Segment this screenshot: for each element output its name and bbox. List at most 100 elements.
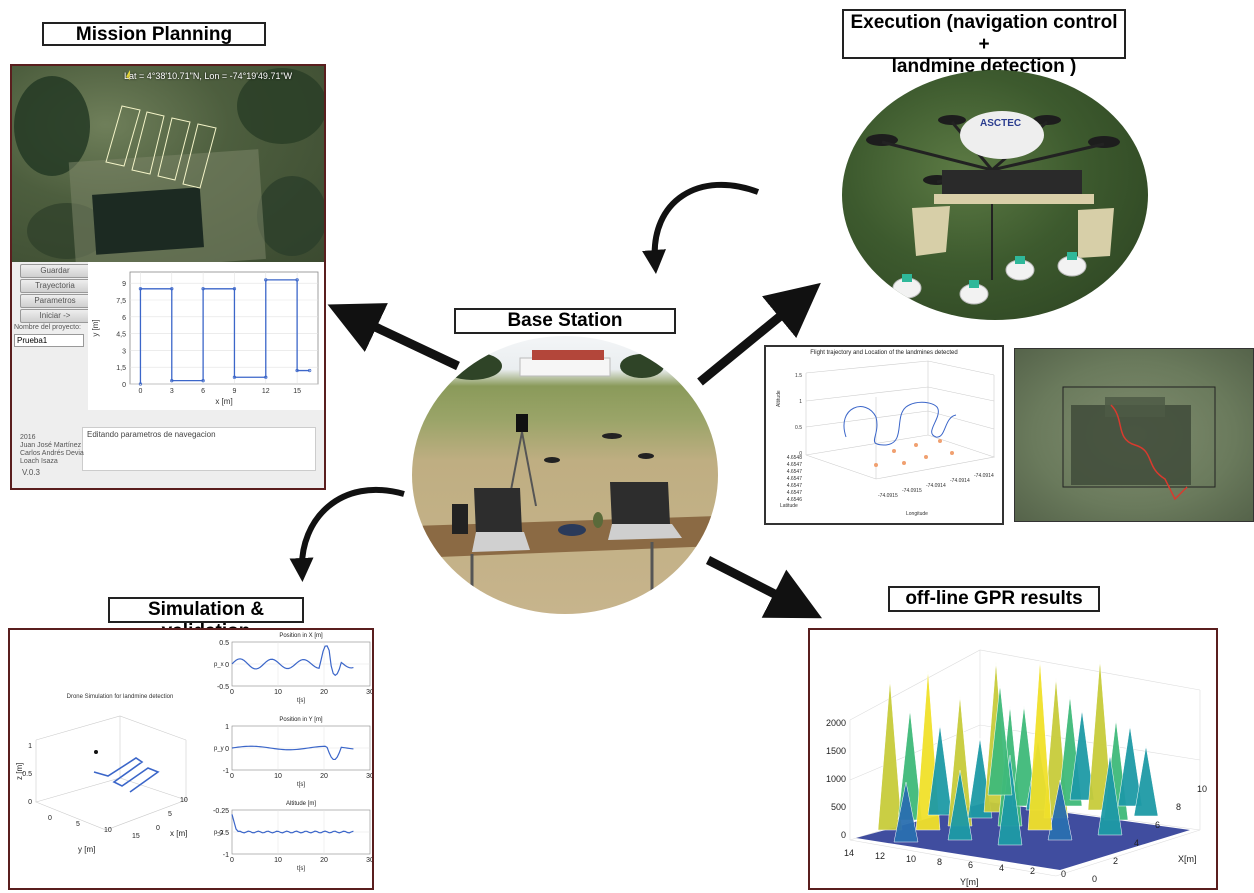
traj-xlabel: x [m] [215, 397, 232, 406]
gpr-xtick: 4 [1134, 838, 1139, 848]
subplot-ytick: 0 [225, 746, 229, 753]
traj-ytick: 7,5 [116, 298, 126, 305]
subplot-xtick: 20 [320, 773, 328, 780]
subplot-line [231, 745, 354, 761]
subplot-ytick: -1 [223, 768, 229, 775]
flight-ztick: 0.5 [795, 425, 802, 431]
subplot-xtick: 0 [230, 857, 234, 864]
gpr-xtick: 6 [1155, 820, 1160, 830]
guardar-button[interactable]: Guardar [20, 264, 90, 278]
gpr-peak [947, 769, 973, 841]
subplot-line [231, 814, 354, 834]
trajectory-plot: 0 3 6 9 12 15 9 7,5 6 4,5 3 1,5 0 y [m] x [m] [88, 262, 324, 410]
arrow-to-mission [327, 303, 460, 371]
subplot-title: Position in Y [m] [279, 717, 322, 723]
subplot-xtick: 0 [230, 773, 234, 780]
subplot-xlabel: t[s] [297, 782, 305, 788]
credit-name-1: Juan José Martínez [20, 442, 82, 449]
status-text: Editando parametros de navegacion [87, 430, 216, 439]
traj-point [201, 287, 205, 291]
sim-ylabel: y [m] [78, 845, 95, 854]
sim-trajectory [93, 757, 160, 793]
flight-zlabel: Altitude [776, 390, 782, 407]
flight-lat-tick: 4.6547 [787, 483, 803, 489]
gpr-ztick: 0 [841, 830, 846, 840]
traj-point [307, 368, 312, 373]
asctec-logo: ASCTEC [980, 118, 1021, 129]
traj-xtick: 3 [170, 388, 174, 395]
traj-xtick: 6 [201, 388, 205, 395]
subplot-xtick: 10 [274, 857, 282, 864]
subplot-xtick: 30 [366, 773, 372, 780]
gpr-ytick: 4 [999, 863, 1004, 873]
base-station-title: Base Station [454, 308, 676, 334]
subplot-xtick: 10 [274, 689, 282, 696]
gpr-peak [1097, 754, 1123, 836]
flight-lon-tick: -74.0914 [950, 478, 970, 484]
flight-lat-tick: 4.6548 [787, 455, 803, 461]
traj-ytick: 3 [122, 348, 126, 355]
subplot-xlabel: t[s] [297, 698, 305, 704]
project-name-input[interactable]: Prueba1 [14, 334, 84, 347]
credit-name-3: Loach Isaza [20, 458, 58, 465]
traj-xtick: 0 [138, 388, 142, 395]
gpr-panel: 2000 1500 1000 500 0 14 12 10 8 6 4 2 0 0 2 4 6 8 10 Y[m] … [808, 628, 1218, 890]
map-overlay [14, 68, 324, 262]
traj-ytick: 9 [122, 281, 126, 288]
sim-ztick: 1 [28, 743, 32, 750]
drone-illustration: ASCTEC [866, 111, 1120, 305]
control-area: Guardar Trayectoria Parametros Iniciar -… [12, 262, 324, 488]
sim-ytick: 10 [104, 827, 112, 834]
gpr-ztick: 1500 [826, 746, 846, 756]
project-name-label: Nombre del proyecto: [14, 324, 81, 331]
subplot-ylabel: p_z [214, 830, 224, 836]
red-track [1110, 404, 1188, 501]
traj-point [232, 375, 237, 379]
subplot-ytick: -0.25 [213, 808, 229, 815]
subplot-line [231, 645, 354, 677]
traj-ytick: 0 [122, 382, 126, 389]
gpr-peak [987, 684, 1013, 796]
sim-xlabel: x [m] [170, 829, 187, 838]
sim-drone-marker [94, 750, 98, 754]
gpr-ytick: 10 [906, 854, 916, 864]
execution-title: Execution (navigation control + landmine… [842, 9, 1126, 77]
iniciar-button[interactable]: Iniciar -> [20, 309, 90, 323]
traj-point [138, 287, 143, 291]
subplot-xtick: 20 [320, 689, 328, 696]
gpr-ytick: 14 [844, 848, 854, 858]
flight-ztick: 1 [799, 399, 802, 405]
traj-ylabel: y [m] [91, 319, 100, 336]
gpr-peak [1011, 705, 1037, 807]
mission-planning-title: Mission Planning [42, 22, 266, 46]
credit-name-2: Carlos Andrés Devia [20, 450, 84, 457]
gpr-peak [1027, 659, 1053, 831]
flight-lat-tick: 4.6547 [787, 469, 803, 475]
version-label: V.0.3 [22, 468, 40, 477]
gpr-peak [997, 754, 1023, 846]
subplot-ytick: 1 [225, 724, 229, 731]
trayectoria-button[interactable]: Trayectoria [20, 279, 90, 293]
credit-year: 2016 [20, 434, 36, 441]
gpr-peak [927, 724, 953, 816]
simulation-title: Simulation & validation [108, 597, 304, 642]
satellite-map[interactable]: Lat = 4°38'10.71"N, Lon = -74°19'49.71"W [12, 66, 324, 262]
flight-lat-tick: 4.6547 [787, 476, 803, 482]
subplot-xtick: 0 [230, 689, 234, 696]
flight-title: Flight trajectory and Location of the la… [810, 350, 958, 356]
status-box: Editando parametros de navegacion [82, 427, 316, 471]
flight-lat-tick: 4.6547 [787, 490, 803, 496]
traj-point [201, 378, 205, 383]
flight-path [843, 401, 957, 446]
traj-xtick: 12 [262, 388, 270, 395]
gpr-ztick: 500 [831, 802, 846, 812]
traj-point [138, 382, 143, 386]
gpr-peak [1047, 779, 1073, 841]
subplot-ytick: -0.5 [217, 684, 229, 691]
subplot-xlabel: t[s] [297, 866, 305, 872]
traj-xtick: 9 [232, 388, 236, 395]
gpr-peak [1117, 725, 1143, 807]
arrow-to-gpr [705, 555, 823, 619]
parametros-button[interactable]: Parametros [20, 294, 90, 308]
gpr-xlabel: X[m] [1178, 854, 1197, 864]
